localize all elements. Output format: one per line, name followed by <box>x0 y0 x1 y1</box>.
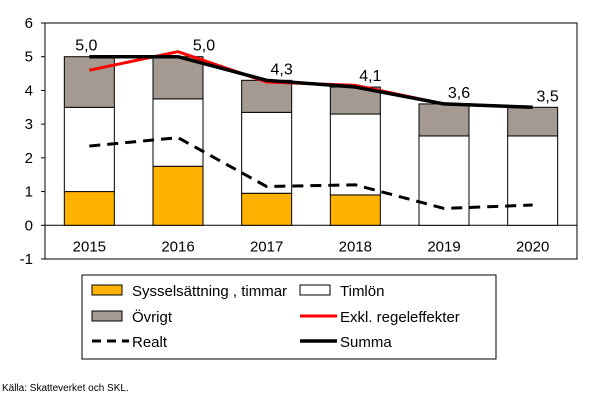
bar-segment <box>152 56 204 100</box>
bar-segment <box>329 113 381 196</box>
bar-segment <box>241 79 293 113</box>
data-label: 5,0 <box>193 38 215 55</box>
series-line-realt <box>89 136 533 210</box>
bar-segment <box>241 111 293 194</box>
bar-segment <box>507 106 559 137</box>
legend-label: Summa <box>340 334 392 351</box>
bar-segment <box>418 135 470 226</box>
x-tick-label: 2015 <box>73 238 106 255</box>
data-label: 5,0 <box>75 38 97 55</box>
source-note: Källa: Skatteverket och SKL. <box>2 383 129 394</box>
y-tick-label: 2 <box>25 150 33 167</box>
x-tick-label: 2017 <box>250 238 283 255</box>
legend-swatch <box>91 284 123 296</box>
y-tick-label: 1 <box>25 184 33 201</box>
bar-segment <box>241 192 293 226</box>
x-tick-label: 2016 <box>161 238 194 255</box>
plot-area <box>44 22 578 260</box>
x-tick-label: 2018 <box>339 238 372 255</box>
y-tick-label: 0 <box>25 217 33 234</box>
bar-segment <box>418 103 470 137</box>
bar-segment <box>507 135 559 226</box>
data-label: 4,3 <box>271 61 293 78</box>
y-tick-label: -1 <box>20 251 33 268</box>
legend-label: Sysselsättning , timmar <box>132 283 287 300</box>
legend-label: Realt <box>132 334 168 351</box>
bar-segment <box>63 191 115 226</box>
x-tick-label: 2020 <box>516 238 549 255</box>
chart: -1 0 1 2 3 4 5 6 2015 2016 2017 2018 2019 2020 5,0 5,0 4… <box>20 15 578 360</box>
bar-segment <box>63 56 115 108</box>
bar-segment <box>152 165 204 226</box>
legend-box <box>81 274 497 360</box>
bar-segment <box>63 106 115 193</box>
legend-swatch <box>91 310 123 322</box>
legend-swatch <box>299 284 331 296</box>
y-tick-label: 6 <box>25 15 33 32</box>
y-tick-label: 4 <box>25 82 33 99</box>
bar-segment <box>329 194 381 226</box>
data-label: 3,6 <box>448 85 470 102</box>
bar-segment <box>152 98 204 167</box>
data-label: 4,1 <box>359 68 381 85</box>
legend-label: Övrigt <box>132 308 173 326</box>
series-line-summa <box>89 54 533 110</box>
data-label: 3,5 <box>537 88 559 105</box>
y-tick-label: 3 <box>25 116 33 133</box>
legend-label: Timlön <box>340 283 384 300</box>
x-tick-label: 2019 <box>427 238 460 255</box>
y-tick-label: 5 <box>25 49 33 66</box>
legend-label: Exkl. regeleffekter <box>340 309 460 326</box>
